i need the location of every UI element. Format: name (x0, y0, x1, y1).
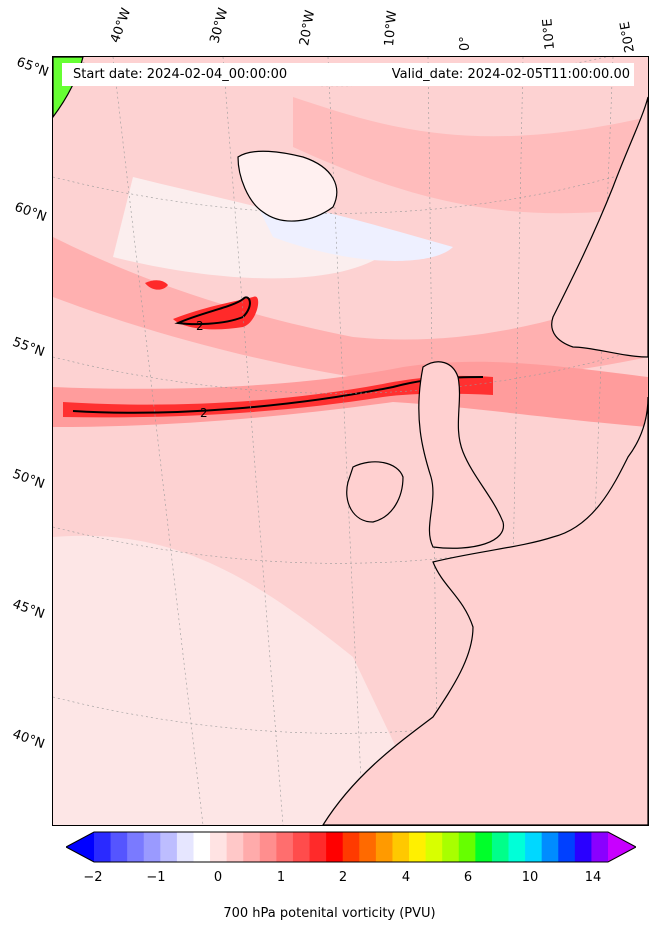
colorbar-swatch (309, 832, 327, 862)
potential-vorticity-map: 2 2 (53, 57, 648, 825)
colorbar-tick-2: −1 (146, 870, 166, 885)
pv-main-band-inner (63, 375, 493, 418)
colorbar-swatch (160, 832, 178, 862)
colorbar-swatch (359, 832, 377, 862)
lat-label-45n: 45°N (10, 596, 47, 623)
lon-label-10w: 10°W (382, 9, 401, 47)
colorbar-swatch (491, 832, 510, 862)
colorbar-tick-3: 0 (213, 870, 223, 885)
colorbar-swatch (226, 832, 244, 862)
colorbar-swatch (326, 832, 344, 862)
colorbar-swatch (558, 832, 576, 862)
colorbar-tick-7: 6 (463, 870, 473, 885)
pv-high-blob (173, 296, 259, 330)
lat-label-60n: 60°N (12, 199, 49, 226)
coastline-europe (322, 396, 648, 825)
colorbar-swatch (508, 832, 526, 862)
lat-label-50n: 50°N (10, 466, 47, 493)
colorbar-swatch (193, 832, 211, 862)
colorbar-tick-6: 4 (401, 870, 411, 885)
colorbar-swatch (458, 832, 476, 862)
lat-label-65n: 65°N (14, 54, 51, 81)
colorbar-tick-1: −2 (83, 870, 103, 885)
colorbar-swatch (541, 832, 559, 862)
pv-low-region (53, 535, 433, 825)
colorbar-swatch (574, 832, 592, 862)
colorbar-extend-low (66, 832, 94, 862)
colorbar-swatch (94, 832, 112, 862)
colorbar-swatch (210, 832, 228, 862)
colorbar-swatch (176, 832, 194, 862)
colorbar-swatch (276, 832, 294, 862)
lat-label-55n: 55°N (10, 334, 47, 361)
colorbar-tick-8: 10 (521, 870, 539, 885)
lat-label-40n: 40°N (10, 726, 47, 753)
colorbar-title: 700 hPa potenital vorticity (PVU) (223, 906, 436, 921)
map-panel: 2 2 (52, 56, 649, 826)
colorbar-swatch (392, 832, 410, 862)
colorbar-swatch (342, 832, 360, 862)
colorbar-swatch (409, 832, 427, 862)
colorbar-outline (66, 831, 636, 863)
lon-label-20w: 20°W (297, 9, 319, 48)
colorbar-swatch (425, 832, 443, 862)
lon-label-30w: 30°W (207, 6, 232, 45)
pv-north-band (293, 97, 648, 214)
colorbar-swatch (375, 832, 393, 862)
lon-label-20e: 20°E (617, 20, 638, 54)
date-info-bar: Start date: 2024-02-04_00:00:00 Valid_da… (62, 63, 634, 86)
colorbar-tick-9: 14 (584, 870, 602, 885)
colorbar-tick-4: 1 (276, 870, 286, 885)
start-date-label: Start date: 2024-02-04_00:00:00 (73, 67, 288, 82)
coastline-ireland (346, 461, 404, 523)
coastline-scandinavia (551, 96, 648, 358)
lon-label-10e: 10°E (540, 17, 558, 51)
pv-upper-band (53, 237, 648, 381)
colorbar-swatch (127, 832, 145, 862)
lon-label-0: 0° (458, 36, 473, 51)
pv-high-blob-small (145, 280, 168, 290)
lon-label-40w: 40°W (107, 6, 135, 45)
pv-contour-2-blob (174, 296, 251, 326)
colorbar-tick-5: 2 (338, 870, 348, 885)
valid-date-label: Valid_date: 2024-02-05T11:00:00.00 (391, 67, 630, 82)
colorbar-swatch (292, 832, 311, 862)
colorbar-swatch (475, 832, 493, 862)
colorbar-swatch (243, 832, 261, 862)
colorbar-swatch (591, 832, 609, 862)
colorbar (66, 831, 636, 863)
contour-label-2: 2 (200, 406, 208, 420)
contour-label-1: 2 (196, 319, 204, 333)
colorbar-extend-high (608, 832, 636, 862)
colorbar-swatch (525, 832, 543, 862)
coastline-britain (418, 361, 504, 549)
pv-low-region-2 (113, 177, 393, 279)
colorbar-swatch (442, 832, 460, 862)
colorbar-swatch (143, 832, 161, 862)
coastline-iceland (237, 150, 338, 222)
colorbar-swatch (110, 832, 128, 862)
colorbar-swatch (259, 832, 277, 862)
